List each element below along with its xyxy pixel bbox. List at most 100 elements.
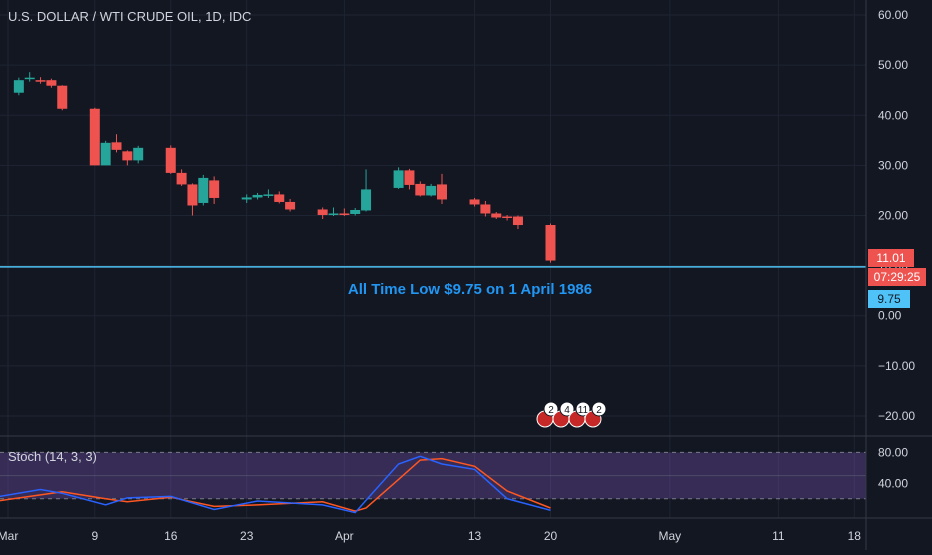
candle-up[interactable] xyxy=(100,140,111,166)
candles[interactable] xyxy=(13,72,556,263)
candle-body xyxy=(328,213,339,215)
candle-down[interactable] xyxy=(545,223,556,263)
candle-body xyxy=(133,147,144,161)
candle-down[interactable] xyxy=(502,214,513,221)
candle-body xyxy=(491,213,502,218)
price-tick-label: 60.00 xyxy=(878,8,908,22)
candle-down[interactable] xyxy=(415,181,426,197)
time-tick-label: 11 xyxy=(772,529,785,543)
candle-down[interactable] xyxy=(317,207,328,220)
candle-body xyxy=(165,147,176,173)
candle-down[interactable] xyxy=(35,77,46,84)
stoch-k-line xyxy=(0,455,551,514)
candle-up[interactable] xyxy=(393,167,404,189)
candle-body xyxy=(285,201,296,210)
chart-title: U.S. DOLLAR / WTI CRUDE OIL, 1D, IDC xyxy=(8,9,251,24)
candle-up[interactable] xyxy=(252,192,263,200)
candle-up[interactable] xyxy=(241,194,252,203)
event-markers[interactable]: 2 4 11 2 xyxy=(536,401,607,428)
candle-body xyxy=(100,142,111,166)
candle-body xyxy=(274,194,285,202)
candle-down[interactable] xyxy=(46,78,57,88)
candle-down[interactable] xyxy=(491,211,502,220)
candle-body xyxy=(393,170,404,188)
price-tick-label: 50.00 xyxy=(878,58,908,72)
stoch-tick-label: 80.00 xyxy=(878,445,908,459)
candle-up[interactable] xyxy=(133,145,144,164)
candle-down[interactable] xyxy=(165,145,176,174)
candle-down[interactable] xyxy=(274,191,285,204)
candle-body xyxy=(209,180,220,198)
candle-body xyxy=(512,216,523,226)
event-count: 11 xyxy=(578,405,589,416)
candle-body xyxy=(176,172,187,185)
candle-down[interactable] xyxy=(285,198,296,212)
stoch-label: Stoch (14, 3, 3) xyxy=(8,449,97,464)
candle-body xyxy=(241,197,252,200)
candle-up[interactable] xyxy=(13,77,24,96)
candle-body xyxy=(35,80,46,82)
time-tick-label: 16 xyxy=(164,529,178,543)
candle-body xyxy=(24,77,35,80)
candle-up[interactable] xyxy=(328,207,339,216)
candle-up[interactable] xyxy=(350,207,361,216)
candle-body xyxy=(480,204,491,214)
candle-down[interactable] xyxy=(437,173,447,204)
candle-body xyxy=(469,199,480,205)
bar-countdown: 07:29:25 xyxy=(874,270,921,284)
candle-body xyxy=(502,216,513,218)
candle-body xyxy=(350,209,361,214)
time-tick-label: May xyxy=(659,529,682,543)
event-marker[interactable]: 2 xyxy=(536,401,559,428)
candle-down[interactable] xyxy=(469,197,480,207)
candle-up[interactable] xyxy=(24,72,35,82)
candle-down[interactable] xyxy=(89,107,100,166)
price-tick-label: 30.00 xyxy=(878,158,908,172)
price-tick-label: −20.00 xyxy=(878,409,915,423)
candle-body xyxy=(317,209,328,215)
stoch-lines xyxy=(0,455,551,514)
stoch-tick-label: 40.00 xyxy=(878,476,908,490)
candle-body xyxy=(46,80,57,86)
candle-down[interactable] xyxy=(122,150,133,166)
candle-body xyxy=(263,194,274,196)
low-line-badge: 9.75 xyxy=(868,290,910,308)
candle-down[interactable] xyxy=(111,134,122,153)
candle-body xyxy=(404,170,415,185)
candle-down[interactable] xyxy=(176,169,187,186)
time-tick-label: Mar xyxy=(0,529,18,543)
candle-down[interactable] xyxy=(404,168,415,190)
price-tick-label: 40.00 xyxy=(878,108,908,122)
event-count: 2 xyxy=(596,405,602,416)
candle-up[interactable] xyxy=(198,174,209,206)
time-tick-label: 23 xyxy=(240,529,254,543)
candle-down[interactable] xyxy=(512,215,523,230)
candle-body xyxy=(415,183,426,196)
candle-down[interactable] xyxy=(57,85,68,111)
price-tick-label: −10.00 xyxy=(878,359,915,373)
price-tick-label: 0.00 xyxy=(878,309,902,323)
candle-down[interactable] xyxy=(209,176,220,204)
last-price-badge: 11.01 07:29:25 xyxy=(868,249,926,286)
candle-up[interactable] xyxy=(263,189,274,198)
stoch-d-line xyxy=(0,457,551,512)
price-tick-label: 20.00 xyxy=(878,208,908,222)
candle-body xyxy=(122,151,133,161)
last-price-value: 11.01 xyxy=(876,251,905,265)
event-count-bubble xyxy=(575,401,591,417)
event-marker[interactable]: 4 xyxy=(552,401,575,428)
event-marker[interactable]: 11 xyxy=(568,401,591,428)
candle-down[interactable] xyxy=(339,208,350,216)
candle-up[interactable] xyxy=(361,169,372,212)
candle-down[interactable] xyxy=(480,200,491,217)
candle-body xyxy=(111,142,122,150)
candle-up[interactable] xyxy=(426,183,437,197)
candle-body xyxy=(187,184,198,206)
candle-down[interactable] xyxy=(187,183,198,216)
event-marker[interactable]: 2 xyxy=(584,401,607,428)
candle-body xyxy=(361,189,372,211)
event-count: 4 xyxy=(564,405,570,416)
